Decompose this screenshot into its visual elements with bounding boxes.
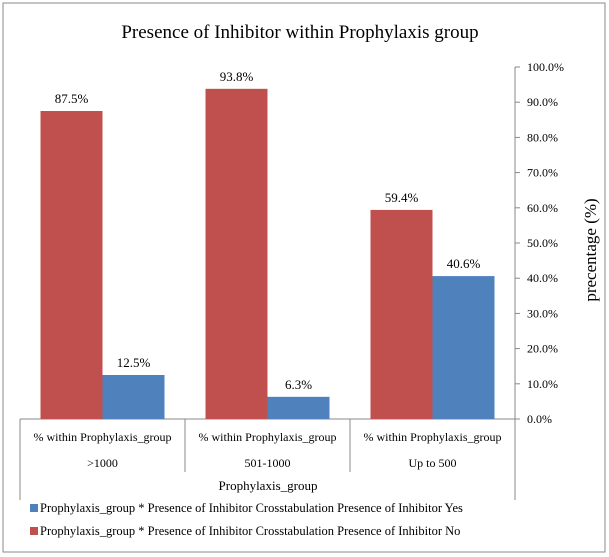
bar [267,396,330,419]
y-tick-label: 40.0% [527,271,558,285]
y-tick-label: 90.0% [527,95,558,109]
bar [370,209,433,419]
bar-data-label: 40.6% [447,256,481,271]
bar-data-label: 12.5% [117,355,151,370]
bar-data-label: 93.8% [220,69,254,84]
legend-label: Prophylaxis_group * Presence of Inhibito… [40,501,463,515]
bar-data-label: 59.4% [385,190,419,205]
bar [102,375,165,419]
y-tick-label: 0.0% [527,412,552,426]
x-axis-title: Prophylaxis_group [219,478,318,493]
category-label: 501-1000 [245,456,291,470]
category-label: >1000 [87,456,118,470]
category-label: Up to 500 [409,456,457,470]
y-tick-label: 30.0% [527,306,558,320]
chart-title: Presence of Inhibitor within Prophylaxis… [121,22,478,43]
y-tick-label: 20.0% [527,342,558,356]
bar [205,88,268,419]
y-tick-label: 100.0% [527,60,564,74]
y-axis-title: precentage (%) [581,198,600,301]
y-tick-label: 10.0% [527,377,558,391]
legend-swatch [30,504,38,512]
legend-swatch [30,527,38,535]
y-tick-label: 60.0% [527,201,558,215]
y-tick-label: 70.0% [527,166,558,180]
y-tick-label: 80.0% [527,130,558,144]
legend-label: Prophylaxis_group * Presence of Inhibito… [40,524,460,538]
bar [40,111,103,419]
bar-data-label: 87.5% [55,91,89,106]
bar-data-label: 6.3% [285,377,312,392]
y-tick-label: 50.0% [527,236,558,250]
category-header-label: % within Prophylaxis_group [364,430,502,444]
category-header-label: % within Prophylaxis_group [199,430,337,444]
bar [432,276,495,419]
category-header-label: % within Prophylaxis_group [34,430,172,444]
